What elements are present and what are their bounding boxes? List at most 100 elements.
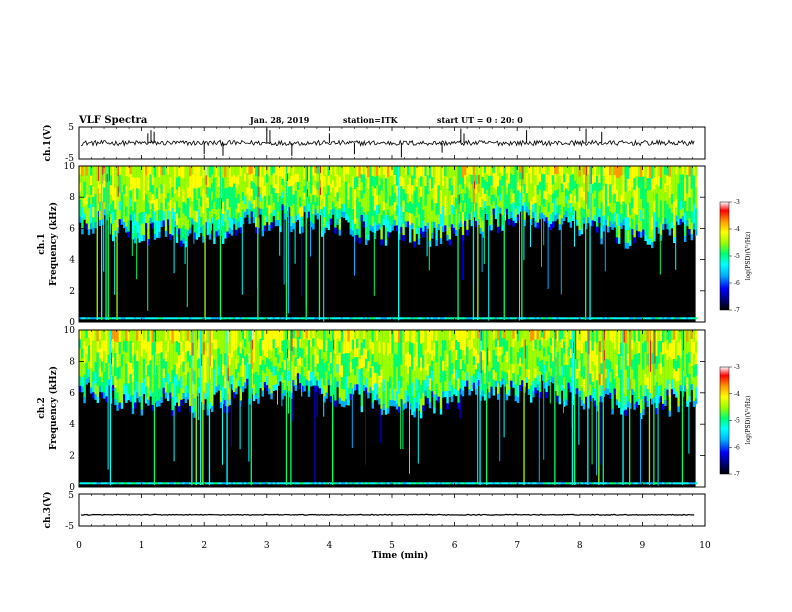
spectrogram-cell — [325, 175, 328, 185]
spectrogram-cell — [602, 330, 604, 485]
spectrogram-cell — [439, 369, 443, 383]
spectrogram-cell — [103, 180, 106, 188]
spectrogram-cell — [129, 395, 132, 402]
spectrogram-cell — [558, 364, 561, 376]
spectrogram-cell — [211, 355, 214, 369]
spectrogram-cell — [494, 330, 498, 339]
spectrogram-cell — [206, 218, 209, 230]
spectrogram-cell — [373, 233, 375, 296]
spectrogram-cell — [263, 364, 267, 374]
spectrogram-cell — [314, 357, 317, 368]
spectrogram-cell — [468, 166, 471, 175]
spectrogram-cell — [602, 225, 605, 232]
spectrogram-cell — [191, 192, 194, 202]
spectrogram-cell — [288, 172, 291, 181]
spectrogram-cell — [422, 367, 425, 381]
spectrogram-cell — [591, 361, 594, 372]
spectrogram-cell — [668, 410, 671, 417]
spectrogram-cell — [587, 191, 590, 201]
spectrogram-cell — [587, 217, 590, 224]
spectrogram-cell — [195, 222, 198, 234]
spectrogram-cell — [109, 214, 113, 224]
spectrogram-cell — [338, 219, 341, 230]
spectrogram-cell — [637, 376, 641, 388]
spectrogram-cell — [519, 339, 522, 349]
spectrogram-cell — [389, 186, 392, 197]
spectrogram-cell — [417, 342, 421, 356]
spectrogram-cell — [294, 348, 297, 358]
spectrogram-cell — [294, 366, 297, 377]
spectrogram-cell — [490, 348, 493, 359]
spectrogram-cell — [323, 196, 326, 208]
spectrogram-cell — [422, 342, 425, 356]
spectrogram-cell — [107, 317, 110, 320]
spectrogram-cell — [567, 330, 570, 340]
spectrogram-cell — [545, 392, 548, 398]
spectrogram-cell — [640, 198, 643, 211]
spectrogram-cell — [270, 166, 273, 176]
spectrogram-cell — [345, 174, 348, 183]
spectrogram-cell — [690, 357, 693, 367]
spectrogram-cell — [371, 366, 374, 379]
spectrogram-cell — [690, 348, 693, 358]
spectrogram-cell — [677, 192, 680, 202]
spectrogram-cell — [657, 352, 660, 364]
spectrogram-cell — [433, 221, 436, 228]
spectrogram-cell — [197, 339, 201, 350]
spectrogram-cell — [670, 330, 674, 341]
spectrogram-cell — [294, 317, 297, 320]
spectrogram-cell — [217, 330, 220, 340]
spectrogram-cell — [604, 330, 608, 340]
spectrogram-cell — [413, 317, 416, 320]
spectrogram-cell — [543, 174, 546, 183]
spectrogram-cell — [376, 195, 379, 206]
spectrogram-cell — [589, 373, 592, 385]
spectrogram-cell — [681, 208, 685, 217]
spectrogram-cell — [365, 368, 368, 379]
spectrogram-cell — [604, 174, 608, 185]
spectrogram-cell — [453, 378, 456, 389]
spectrogram-cell — [613, 317, 616, 320]
spectrogram-cell — [415, 366, 418, 379]
spectrogram-cell — [446, 166, 449, 178]
spectrogram-cell — [457, 166, 459, 320]
spectrogram-cell — [448, 350, 451, 361]
spectrogram-cell — [153, 177, 157, 189]
spectrogram-cell — [215, 317, 218, 320]
spectrogram-cell — [455, 208, 458, 220]
spectrogram-cell — [666, 223, 669, 230]
spectrogram-cell — [314, 367, 317, 377]
spectrogram-cell — [475, 349, 478, 360]
spectrogram-cell — [488, 340, 491, 352]
spectrogram-cell — [525, 369, 528, 378]
spectrogram-cell — [277, 371, 280, 381]
spectrogram-cell — [549, 337, 553, 346]
spectrogram-cell — [248, 375, 251, 388]
spectrogram-cell — [250, 482, 253, 485]
spectrogram-cell — [329, 385, 333, 397]
spectrogram-cell — [525, 353, 528, 362]
spectrogram-cell — [668, 356, 671, 371]
spectrogram-cell — [433, 175, 436, 185]
spectrogram-cell — [371, 342, 374, 355]
spectrogram-cell — [360, 380, 363, 394]
spectrogram-cell — [327, 175, 330, 186]
spectrogram-cell — [202, 166, 205, 179]
spectrogram-cell — [349, 197, 352, 209]
spectrogram-cell — [525, 361, 528, 370]
spectrogram-cell — [580, 207, 583, 219]
spectrogram-cell — [505, 180, 509, 188]
spectrogram-cell — [488, 330, 491, 341]
spectrogram-cell — [541, 166, 544, 175]
spectrogram-cell — [567, 347, 570, 357]
spectrogram-cell — [79, 166, 82, 175]
spectrogram-cell — [426, 352, 429, 365]
spectrogram-cell — [222, 375, 225, 387]
spectrogram-cell — [611, 369, 614, 383]
spectrogram-cell — [237, 338, 240, 348]
spectrogram-cell — [382, 174, 385, 185]
spectrogram-cell — [607, 369, 610, 380]
spectrogram-cell — [567, 182, 570, 192]
spectrogram-cell — [648, 330, 651, 485]
spectrogram-cell — [222, 398, 225, 404]
